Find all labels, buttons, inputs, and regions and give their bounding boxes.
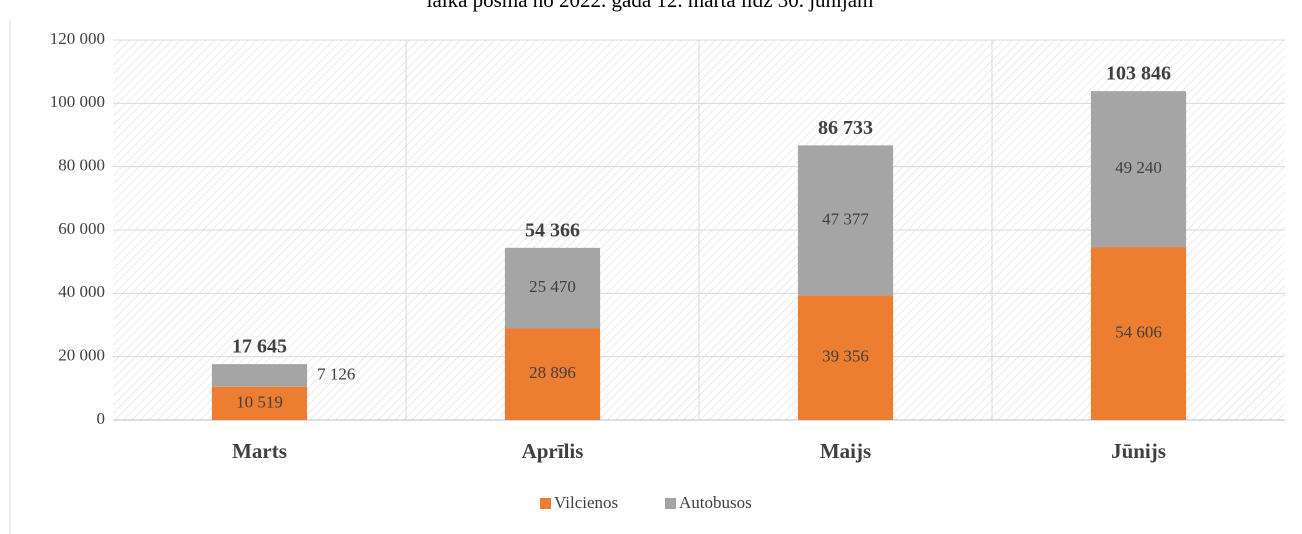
y-tick-label: 80 000 (58, 156, 105, 175)
total-label: 17 645 (232, 336, 287, 358)
data-label: 25 470 (529, 277, 576, 296)
x-tick-label: Marts (232, 439, 287, 463)
total-label: 86 733 (818, 117, 873, 139)
x-tick-label: Jūnijs (1111, 439, 1166, 463)
x-tick-label: Aprīlis (522, 439, 584, 463)
data-label: 49 240 (1115, 158, 1162, 177)
y-tick-label: 20 000 (58, 346, 105, 365)
legend-label: Vilcienos (554, 493, 618, 512)
data-label: 39 356 (822, 347, 869, 366)
legend-swatch (540, 498, 551, 509)
data-label: 54 606 (1115, 322, 1162, 341)
bar-segment (504, 247, 601, 329)
bar-segment (797, 145, 894, 296)
bar-segment (797, 295, 894, 420)
y-tick-label: 120 000 (50, 29, 105, 48)
legend-label: Autobusos (679, 493, 752, 512)
bar-segment (211, 364, 308, 387)
y-tick-label: 60 000 (58, 219, 105, 238)
y-tick-label: 0 (97, 409, 106, 428)
data-label: 7 126 (317, 364, 355, 383)
x-tick-label: Maijs (820, 439, 871, 463)
legend-swatch (665, 498, 676, 509)
y-tick-label: 100 000 (50, 92, 105, 111)
data-label: 28 896 (529, 363, 576, 382)
bar-segment (211, 386, 308, 420)
data-label: 47 377 (822, 209, 869, 228)
total-label: 103 846 (1106, 63, 1171, 85)
bar-segment (504, 328, 601, 420)
bar-segment (1090, 91, 1187, 248)
data-label: 10 519 (236, 392, 283, 411)
total-label: 54 366 (525, 219, 580, 241)
bar-segment (1090, 247, 1187, 420)
y-tick-label: 40 000 (58, 282, 105, 301)
chart-title: laika posmā no 2022. gada 12. marta līdz… (427, 0, 874, 12)
